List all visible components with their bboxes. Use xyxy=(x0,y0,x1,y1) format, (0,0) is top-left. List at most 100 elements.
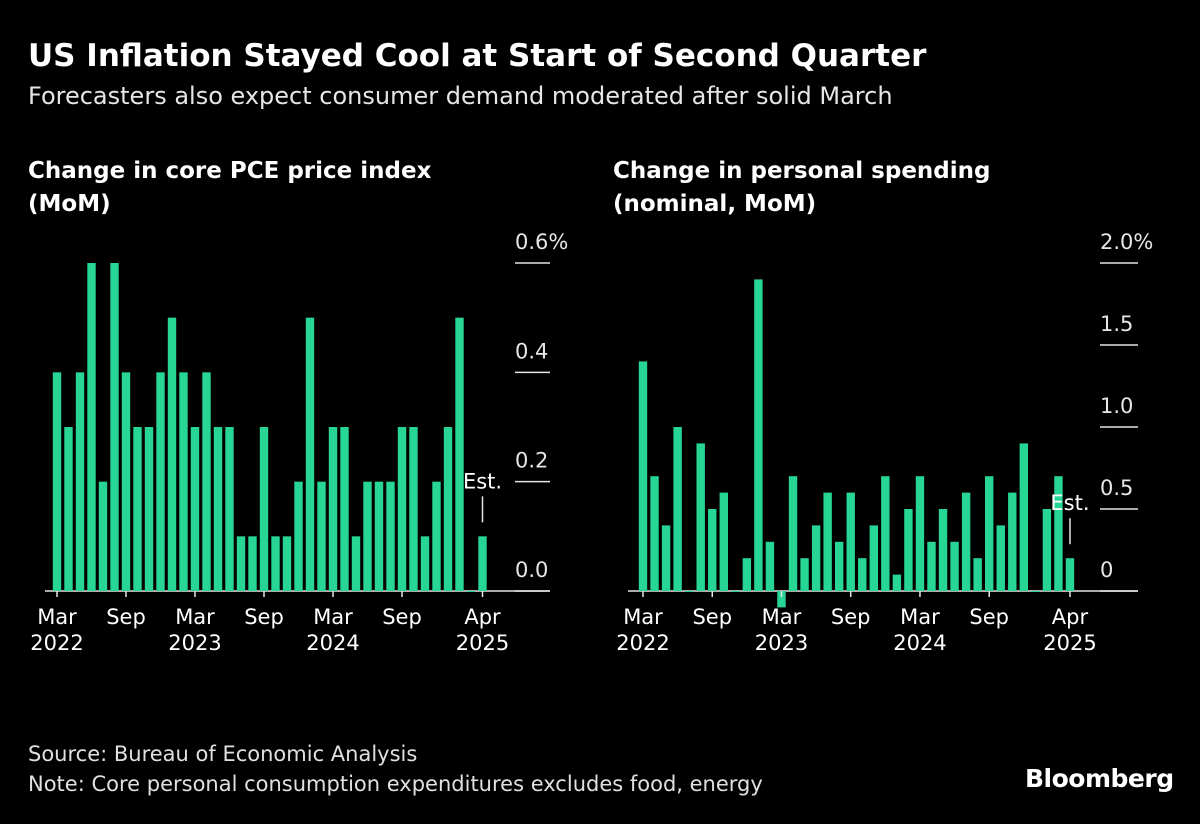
x-tick-label: Sep xyxy=(382,605,422,629)
x-tick-label: Mar 2024 xyxy=(893,605,946,655)
y-tick-label: 1.0 xyxy=(1100,394,1133,418)
bar xyxy=(754,279,763,591)
bar xyxy=(1008,492,1017,591)
chart-title: Change in core PCE price index (MoM) xyxy=(28,158,432,217)
bar xyxy=(961,492,971,591)
bar xyxy=(1042,509,1052,591)
bar xyxy=(811,525,821,591)
bar xyxy=(340,427,349,591)
bar xyxy=(478,536,487,591)
bar xyxy=(202,372,211,591)
bar xyxy=(225,427,234,591)
bar xyxy=(363,481,372,591)
annotation: Est. xyxy=(463,469,502,493)
bar xyxy=(973,558,982,591)
bar xyxy=(673,427,682,591)
bar xyxy=(892,574,902,591)
bar xyxy=(190,427,200,591)
note: Note: Core personal consumption expendit… xyxy=(28,772,763,796)
bar xyxy=(75,372,85,591)
bar xyxy=(466,591,476,592)
bar xyxy=(397,427,407,591)
bar xyxy=(271,536,280,591)
bar xyxy=(294,481,303,591)
y-tick-label: 2.0% xyxy=(1100,230,1153,254)
bar xyxy=(179,372,188,591)
bar xyxy=(719,492,728,591)
bar xyxy=(133,427,142,591)
x-tick-label: Sep xyxy=(244,605,284,629)
bar xyxy=(881,476,890,591)
y-tick-label: 1.5 xyxy=(1100,312,1133,336)
bar xyxy=(236,536,246,591)
bar xyxy=(328,427,338,591)
y-tick-label: 0 xyxy=(1100,558,1113,582)
bar xyxy=(985,476,994,591)
bar xyxy=(282,536,292,591)
bar xyxy=(156,372,165,591)
y-tick-label: 0.4 xyxy=(515,339,548,363)
annotation: Est. xyxy=(1050,491,1089,515)
bar xyxy=(443,427,453,591)
bar xyxy=(765,541,775,591)
bar xyxy=(1031,591,1040,592)
bar xyxy=(1065,558,1075,591)
x-tick-label: Mar 2022 xyxy=(30,605,83,655)
bar xyxy=(374,481,384,591)
bar xyxy=(650,476,659,591)
x-tick-label: Mar 2022 xyxy=(616,605,669,655)
x-tick-label: Sep xyxy=(692,605,732,629)
source: Source: Bureau of Economic Analysis xyxy=(28,742,418,766)
bar xyxy=(927,541,936,591)
bar xyxy=(858,558,867,591)
bar xyxy=(742,558,752,591)
bar xyxy=(98,481,108,591)
bar xyxy=(684,591,694,592)
bar xyxy=(846,492,855,591)
y-tick-label: 0.5 xyxy=(1100,476,1133,500)
bar xyxy=(915,476,925,591)
bar xyxy=(64,427,73,591)
bar xyxy=(696,443,705,591)
title: US Inflation Stayed Cool at Start of Sec… xyxy=(28,38,927,74)
bar xyxy=(110,263,119,591)
bar xyxy=(904,509,913,591)
x-tick-label: Mar 2024 xyxy=(306,605,359,655)
bar xyxy=(823,492,832,591)
bar xyxy=(420,536,430,591)
bar xyxy=(167,317,177,591)
x-tick-label: Mar 2023 xyxy=(755,605,808,655)
bar xyxy=(144,427,154,591)
chart-title: Change in personal spending (nominal, Mo… xyxy=(613,158,991,217)
bar xyxy=(1019,443,1029,591)
x-tick-label: Sep xyxy=(106,605,146,629)
bar xyxy=(661,525,671,591)
bar xyxy=(777,591,786,608)
bar xyxy=(305,317,315,591)
bar xyxy=(788,476,798,591)
bar xyxy=(834,541,844,591)
bar xyxy=(52,372,62,591)
x-tick-label: Sep xyxy=(831,605,871,629)
brand-logo: Bloomberg xyxy=(1025,764,1174,793)
bar xyxy=(708,509,717,591)
bar xyxy=(259,427,269,591)
bar xyxy=(432,481,441,591)
bar xyxy=(996,525,1005,591)
bar xyxy=(800,558,809,591)
subtitle: Forecasters also expect consumer demand … xyxy=(28,82,893,110)
bar xyxy=(731,591,740,592)
bar xyxy=(317,481,326,591)
bar xyxy=(938,509,948,591)
y-tick-label: 0.6% xyxy=(515,230,568,254)
bar xyxy=(1054,476,1063,591)
bar xyxy=(386,481,395,591)
x-tick-label: Sep xyxy=(969,605,1009,629)
y-tick-label: 0.2 xyxy=(515,449,548,473)
bar xyxy=(409,427,418,591)
bar xyxy=(121,372,131,591)
bar xyxy=(950,541,959,591)
x-tick-label: Mar 2023 xyxy=(168,605,221,655)
y-tick-label: 0.0 xyxy=(515,558,548,582)
